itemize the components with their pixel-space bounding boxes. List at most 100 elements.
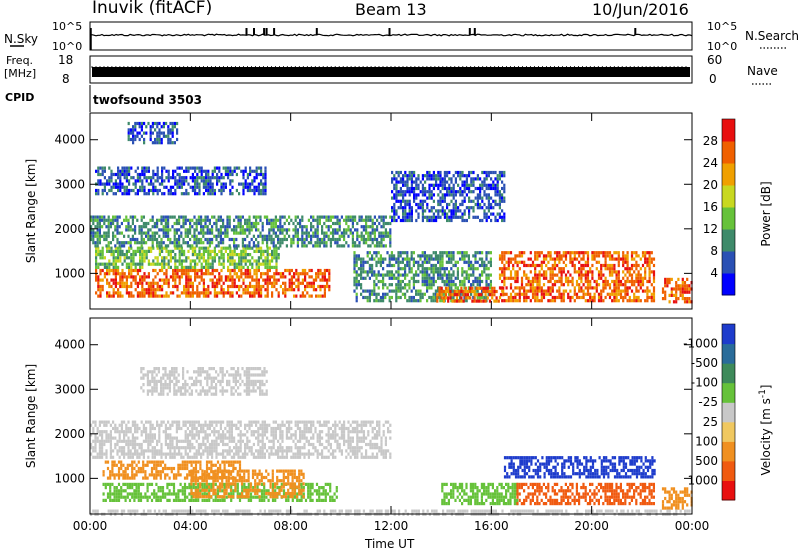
heatmap-cell [202, 284, 205, 289]
heatmap-cell [432, 263, 435, 268]
heatmap-cell [315, 294, 318, 298]
heatmap-cell [281, 231, 284, 235]
heatmap-cell [235, 272, 238, 276]
heatmap-cell [412, 276, 415, 280]
heatmap-cell [131, 221, 134, 226]
heatmap-cell [465, 177, 468, 181]
heatmap-cell [244, 291, 247, 295]
heatmap-cell [360, 273, 363, 277]
heatmap-cell [551, 295, 554, 300]
heatmap-cell [151, 426, 154, 431]
heatmap-cell [117, 249, 120, 253]
heatmap-cell [139, 249, 142, 253]
heatmap-cell [138, 137, 141, 142]
heatmap-cell [369, 231, 372, 235]
heatmap-cell [637, 273, 640, 277]
heatmap-cell [255, 259, 258, 263]
heatmap-cell [169, 426, 172, 431]
heatmap-cell [404, 276, 407, 280]
heatmap-cell [296, 228, 299, 232]
heatmap-cell [131, 452, 134, 456]
heatmap-cell [470, 263, 473, 268]
heatmap-cell [167, 228, 170, 232]
heatmap-cell [134, 281, 137, 285]
heatmap-cell [688, 287, 691, 291]
heatmap-cell [540, 251, 543, 255]
heatmap-cell [379, 295, 382, 300]
heatmap-cell [338, 228, 341, 232]
heatmap-cell [211, 430, 214, 434]
heatmap-cell [125, 185, 128, 189]
heatmap-cell [189, 231, 192, 235]
heatmap-cell [606, 254, 609, 258]
heatmap-cell [176, 288, 179, 292]
heatmap-cell [294, 218, 297, 222]
heatmap-cell [275, 246, 278, 250]
heatmap-cell [229, 268, 232, 273]
heatmap-cell [622, 276, 625, 280]
heatmap-cell [299, 272, 302, 276]
heatmap-cell [99, 268, 102, 273]
heatmap-cell [185, 275, 188, 279]
heatmap-cell [238, 294, 241, 298]
heatmap-cell [147, 228, 150, 232]
heatmap-cell [677, 277, 680, 281]
heatmap-cell [461, 183, 464, 187]
heatmap-cell [141, 262, 144, 266]
heatmap-cell [602, 286, 605, 290]
heatmap-cell [388, 299, 391, 303]
freq-tick-top: 18 [58, 53, 73, 67]
heatmap-cell [141, 256, 144, 260]
heatmap-cell [189, 278, 192, 282]
heatmap-cell [575, 279, 579, 284]
heatmap-cell [116, 430, 119, 434]
heatmap-cell [208, 452, 211, 456]
heatmap-cell [485, 193, 488, 197]
heatmap-cell [189, 439, 192, 443]
heatmap-cell [260, 179, 263, 183]
heatmap-cell [397, 193, 400, 197]
heatmap-cell [162, 125, 165, 129]
heatmap-cell [97, 166, 100, 170]
heatmap-cell [101, 249, 104, 253]
heatmap-cell [509, 251, 513, 255]
heatmap-cell [130, 259, 133, 263]
heatmap-cell [112, 265, 115, 269]
heatmap-cell [432, 251, 435, 255]
heatmap-cell [227, 169, 230, 173]
heatmap-cell [600, 299, 603, 303]
heatmap-cell [178, 228, 181, 232]
heatmap-cell [428, 218, 431, 223]
heatmap-cell [218, 249, 221, 253]
heatmap-cell [490, 212, 493, 216]
heatmap-cell [182, 455, 185, 459]
heatmap-cell [597, 276, 601, 280]
heatmap-cell [293, 288, 296, 292]
heatmap-cell [454, 177, 457, 181]
heatmap-cell [368, 289, 371, 293]
heatmap-cell [167, 237, 170, 242]
heatmap-cell [198, 188, 201, 193]
heatmap-cell [463, 190, 466, 194]
heatmap-cell [626, 260, 629, 264]
heatmap-cell [187, 268, 190, 273]
heatmap-cell [316, 237, 319, 242]
heatmap-cell [459, 202, 462, 207]
heatmap-cell [531, 263, 535, 268]
heatmap-cell [183, 253, 186, 257]
heatmap-cell [235, 231, 238, 235]
heatmap-cell [542, 270, 546, 274]
heatmap-cell [288, 288, 291, 292]
heatmap-cell [321, 225, 324, 229]
heatmap-cell [402, 215, 405, 219]
heatmap-cell [375, 251, 378, 255]
heatmap-cell [639, 273, 642, 277]
heatmap-cell [229, 188, 232, 193]
heatmap-cell [147, 188, 150, 193]
heatmap-cell [615, 292, 618, 296]
heatmap-cell [444, 296, 448, 300]
heatmap-cell [167, 179, 170, 183]
heatmap-cell [602, 289, 605, 293]
heatmap-cell [432, 186, 435, 191]
